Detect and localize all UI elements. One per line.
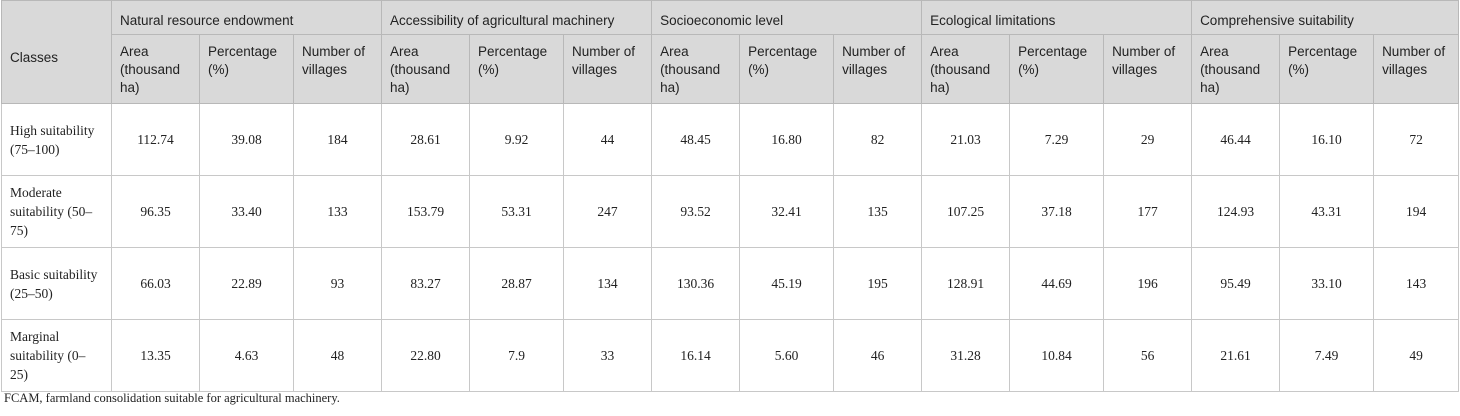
table-container: Classes Natural resource endowment Acces… [1,0,1460,405]
group-header-comprehensive: Comprehensive suitability [1191,0,1460,35]
villages-header: Number of villages [292,34,383,104]
table-cell: 53.31 [469,175,565,248]
table-cell: 28.61 [381,103,471,176]
table-cell: 9.92 [469,103,565,176]
table-cell: 45.19 [739,247,835,320]
group-header-ecological: Ecological limitations [921,0,1193,35]
table-row: Basic suitability (25–50) 66.03 22.89 93 83.… [1,247,1460,320]
table-cell: 48 [292,319,383,392]
table-cell: 10.84 [1009,319,1105,392]
table-cell: 49 [1373,319,1460,392]
area-header: Area (thousand ha) [651,34,741,104]
table-cell: 195 [833,247,923,320]
table-cell: 96.35 [111,175,200,248]
area-header: Area (thousand ha) [921,34,1011,104]
villages-header: Number of villages [1103,34,1193,104]
villages-header: Number of villages [833,34,923,104]
table-cell: 184 [292,103,383,176]
table-row: Moderate suitability (50–75) 96.35 33.40 13… [1,175,1460,248]
class-label: Marginal suitability (0–25) [1,319,112,392]
table-cell: 16.14 [651,319,741,392]
table-cell: 7.9 [469,319,565,392]
table-cell: 5.60 [739,319,835,392]
group-header-row: Classes Natural resource endowment Acces… [1,0,1460,104]
table-cell: 130.36 [651,247,741,320]
table-cell: 43.31 [1279,175,1375,248]
group-header-natural-resource: Natural resource endowment [110,0,383,35]
table-cell: 93 [292,247,383,320]
table-cell: 44.69 [1009,247,1105,320]
table-cell: 143 [1373,247,1460,320]
percentage-header: Percentage (%) [1279,34,1375,104]
table-cell: 33.40 [199,175,294,248]
sub-header-row: Area (thousand ha) Percentage (%) Number o… [2,34,1460,104]
table-cell: 194 [1373,175,1460,248]
table-cell: 7.49 [1279,319,1375,392]
table-cell: 46 [833,319,923,392]
table-cell: 32.41 [739,175,835,248]
table-cell: 28.87 [469,247,565,320]
table-cell: 4.63 [199,319,294,392]
table-cell: 83.27 [381,247,471,320]
table-cell: 22.89 [199,247,294,320]
table-cell: 134 [563,247,653,320]
table-cell: 37.18 [1009,175,1105,248]
table-footnote: FCAM, farmland consolidation suitable fo… [4,391,340,405]
percentage-header: Percentage (%) [199,34,294,104]
percentage-header: Percentage (%) [1009,34,1105,104]
table-cell: 93.52 [651,175,741,248]
table-cell: 33 [563,319,653,392]
group-header-accessibility: Accessibility of agricultural machinery [381,0,653,35]
table-row: Marginal suitability (0–25) 13.35 4.63 48 22… [1,319,1460,392]
area-header: Area (thousand ha) [111,34,200,104]
table-cell: 13.35 [111,319,200,392]
table-cell: 135 [833,175,923,248]
table-cell: 72 [1373,103,1460,176]
table-cell: 107.25 [921,175,1011,248]
suitability-table: Classes Natural resource endowment Acces… [1,0,1460,392]
table-cell: 66.03 [111,247,200,320]
table-cell: 44 [563,103,653,176]
table-cell: 16.80 [739,103,835,176]
percentage-header: Percentage (%) [469,34,565,104]
table-cell: 48.45 [651,103,741,176]
table-cell: 128.91 [921,247,1011,320]
area-header: Area (thousand ha) [1191,34,1281,104]
villages-header: Number of villages [1373,34,1460,104]
table-cell: 21.03 [921,103,1011,176]
table-cell: 133 [292,175,383,248]
group-header-socioeconomic: Socioeconomic level [651,0,923,35]
table-cell: 22.80 [381,319,471,392]
table-cell: 7.29 [1009,103,1105,176]
percentage-header: Percentage (%) [739,34,835,104]
table-cell: 82 [833,103,923,176]
table-cell: 177 [1103,175,1193,248]
table-row: High suitability (75–100) 112.74 39.08 184 2… [1,103,1460,176]
table-body: High suitability (75–100) 112.74 39.08 184 2… [1,103,1460,392]
table-cell: 46.44 [1191,103,1281,176]
area-header: Area (thousand ha) [381,34,471,104]
table-cell: 247 [563,175,653,248]
class-label: High suitability (75–100) [1,103,112,176]
class-label: Moderate suitability (50–75) [1,175,112,248]
table-cell: 124.93 [1191,175,1281,248]
table-cell: 16.10 [1279,103,1375,176]
table-cell: 31.28 [921,319,1011,392]
table-cell: 56 [1103,319,1193,392]
table-cell: 196 [1103,247,1193,320]
table-cell: 29 [1103,103,1193,176]
table-cell: 153.79 [381,175,471,248]
table-cell: 39.08 [199,103,294,176]
table-cell: 33.10 [1279,247,1375,320]
table-cell: 21.61 [1191,319,1281,392]
classes-header: Classes [1,0,112,104]
class-label: Basic suitability (25–50) [1,247,112,320]
table-cell: 95.49 [1191,247,1281,320]
table-cell: 112.74 [111,103,200,176]
villages-header: Number of villages [563,34,653,104]
table-header: Classes Natural resource endowment Acces… [1,0,1460,104]
